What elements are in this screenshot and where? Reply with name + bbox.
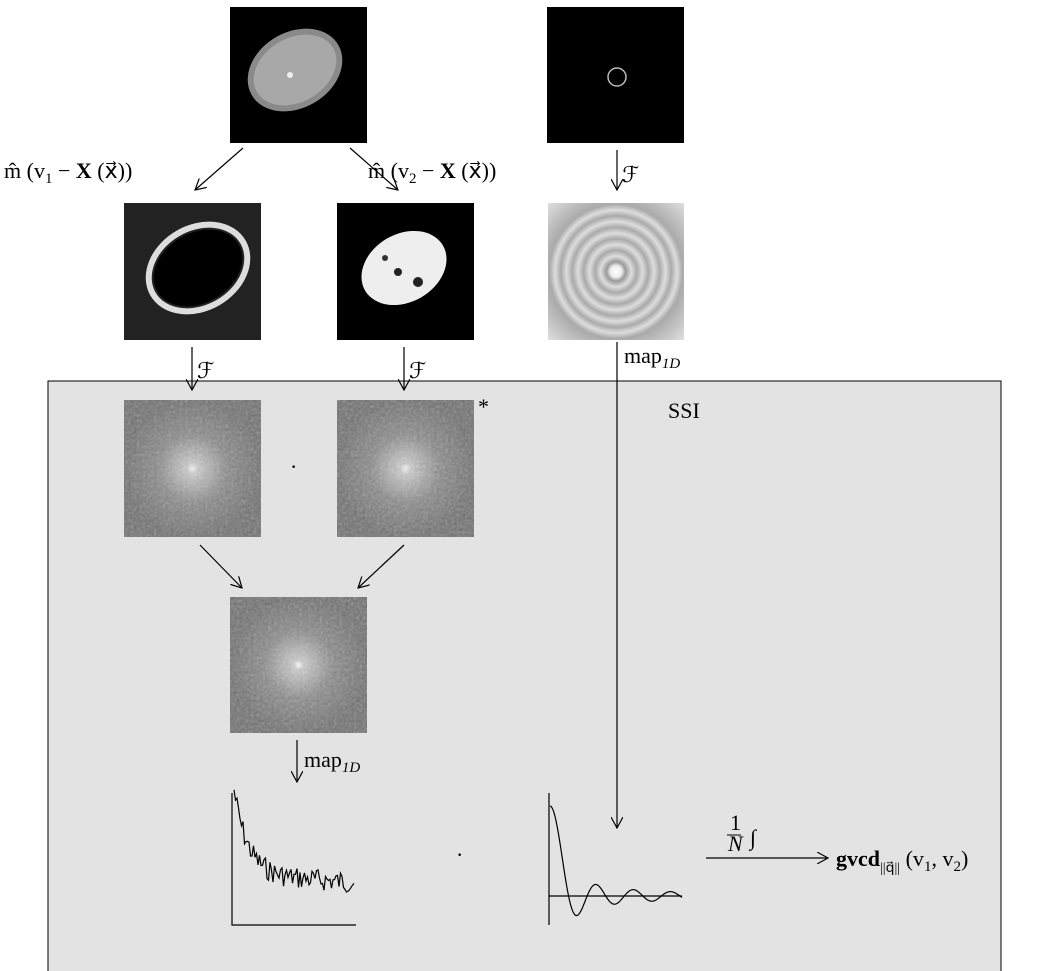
mask-label: m̂ (v2 − X (x⃗)) <box>368 158 496 187</box>
spectrum-1 <box>124 400 261 537</box>
label-subscript: 1D <box>662 356 681 372</box>
label-subscript: 1D <box>342 760 361 776</box>
label-part: (v <box>900 846 924 871</box>
mask-image-1 <box>124 203 263 340</box>
label-part: ) <box>961 846 968 871</box>
arrow <box>195 148 243 190</box>
diagram: SSI m̂ (v1 − X (x⃗)) m̂ (v2 − X (x⃗)) ℱ … <box>0 0 1038 971</box>
label-subscript: 1 <box>924 859 932 875</box>
fourier-label: ℱ <box>622 162 639 187</box>
multiply-mark: · <box>290 454 297 479</box>
input-image <box>230 7 367 143</box>
label-part: (x⃗)) <box>92 158 133 183</box>
label-part: X <box>76 158 92 183</box>
fourier-label: ℱ <box>197 358 214 383</box>
label-part: (x⃗)) <box>456 158 497 183</box>
label-part: m̂ (v <box>4 158 45 183</box>
map-label: map1D <box>624 343 680 372</box>
ssi-label: SSI <box>668 398 700 423</box>
fourier-label: ℱ <box>409 358 426 383</box>
mask-label: m̂ (v1 − X (x⃗)) <box>4 158 132 187</box>
label-part: − <box>52 158 75 183</box>
label-subscript: 2 <box>409 171 417 187</box>
spectrum-2 <box>337 400 474 537</box>
label-subscript: 1 <box>45 171 53 187</box>
label-part: − <box>416 158 439 183</box>
mask-image-2 <box>337 203 474 340</box>
label-part: , v <box>931 846 953 871</box>
conjugate-mark: * <box>478 394 489 419</box>
label-part: map <box>624 343 662 368</box>
multiply-mark: · <box>456 842 463 867</box>
product-spectrum <box>230 597 367 733</box>
label-subscript: ||q⃗|| <box>880 861 900 876</box>
label-part: X <box>440 158 456 183</box>
page: SSI m̂ (v1 − X (x⃗)) m̂ (v2 − X (x⃗)) ℱ … <box>0 0 1038 971</box>
label-part: map <box>304 747 342 772</box>
label-subscript: 2 <box>953 859 961 875</box>
label-part: m̂ (v <box>368 158 409 183</box>
filter-image <box>547 7 684 143</box>
filter-spectrum <box>548 203 684 340</box>
label-part: gvcd <box>836 846 880 871</box>
integral-denominator: N <box>727 831 744 856</box>
